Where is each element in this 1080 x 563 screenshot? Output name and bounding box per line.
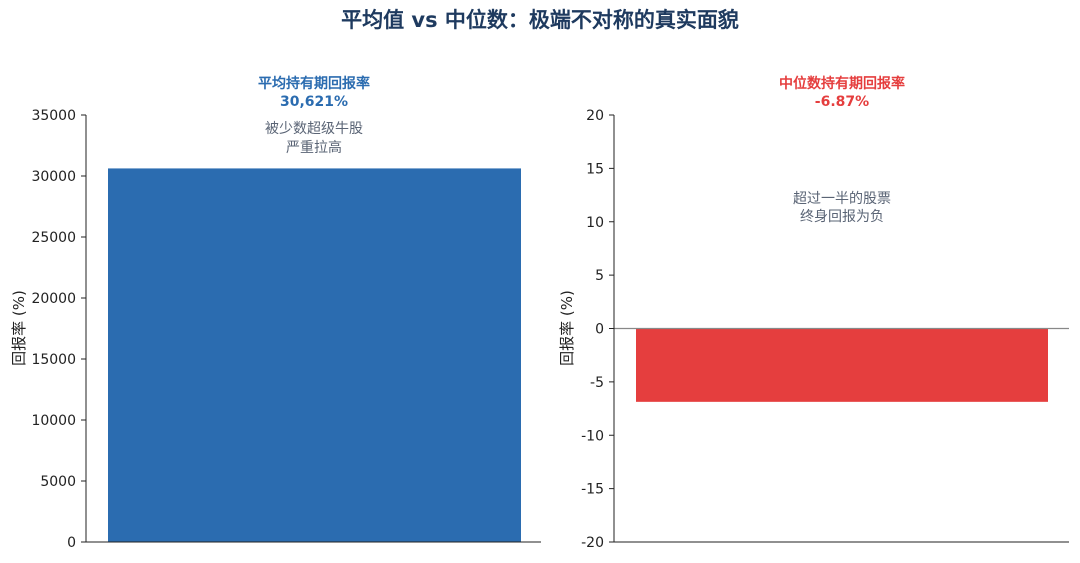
median-y-tick-label: -15 — [581, 482, 604, 498]
median-value-label: -6.87% — [815, 94, 869, 110]
median-y-tick-label: -20 — [581, 535, 604, 551]
mean-value-label: 30,621% — [280, 94, 348, 110]
median-panel: 中位数持有期回报率 -6.87% -20 -15 -10 -5 0 5 10 15 20 回报率… — [558, 75, 1069, 551]
median-annotation-line-2: 终身回报为负 — [800, 209, 884, 225]
median-y-axis-label: 回报率 (%) — [558, 290, 576, 366]
median-y-tick-label: 15 — [586, 161, 604, 177]
median-y-tick-label: 20 — [586, 108, 604, 124]
mean-y-axis-label: 回报率 (%) — [10, 290, 28, 366]
median-axes: -20 -15 -10 -5 0 5 10 15 20 — [581, 108, 1069, 551]
mean-y-tick-label: 25000 — [31, 230, 76, 246]
median-y-tick-label: 0 — [595, 322, 604, 338]
mean-y-tick-label: 20000 — [31, 291, 76, 307]
mean-panel: 平均持有期回报率 30,621% 0 5000 10000 15000 20000 250… — [10, 75, 541, 551]
median-bar — [636, 328, 1048, 402]
median-y-tick-label: -10 — [581, 428, 604, 444]
median-y-tick-label: -5 — [590, 375, 604, 391]
median-y-tick-label: 5 — [595, 268, 604, 284]
mean-panel-title: 平均持有期回报率 — [258, 75, 370, 92]
mean-y-tick-label: 15000 — [31, 352, 76, 368]
mean-y-tick-label: 10000 — [31, 413, 76, 429]
mean-y-tick-label: 30000 — [31, 169, 76, 185]
figure-title: 平均值 vs 中位数：极端不对称的真实面貌 — [341, 8, 739, 32]
median-y-tick-label: 10 — [586, 215, 604, 231]
mean-y-tick-label: 5000 — [40, 474, 76, 490]
mean-bar — [108, 168, 521, 542]
mean-y-tick-label: 35000 — [31, 108, 76, 124]
median-panel-title: 中位数持有期回报率 — [779, 75, 905, 92]
median-annotation-line-1: 超过一半的股票 — [793, 191, 891, 207]
mean-axes: 0 5000 10000 15000 20000 25000 30000 35000 — [31, 108, 541, 551]
mean-annotation-line-1: 被少数超级牛股 — [265, 121, 363, 137]
mean-annotation-line-2: 严重拉高 — [286, 139, 342, 156]
mean-y-tick-label: 0 — [67, 535, 76, 551]
